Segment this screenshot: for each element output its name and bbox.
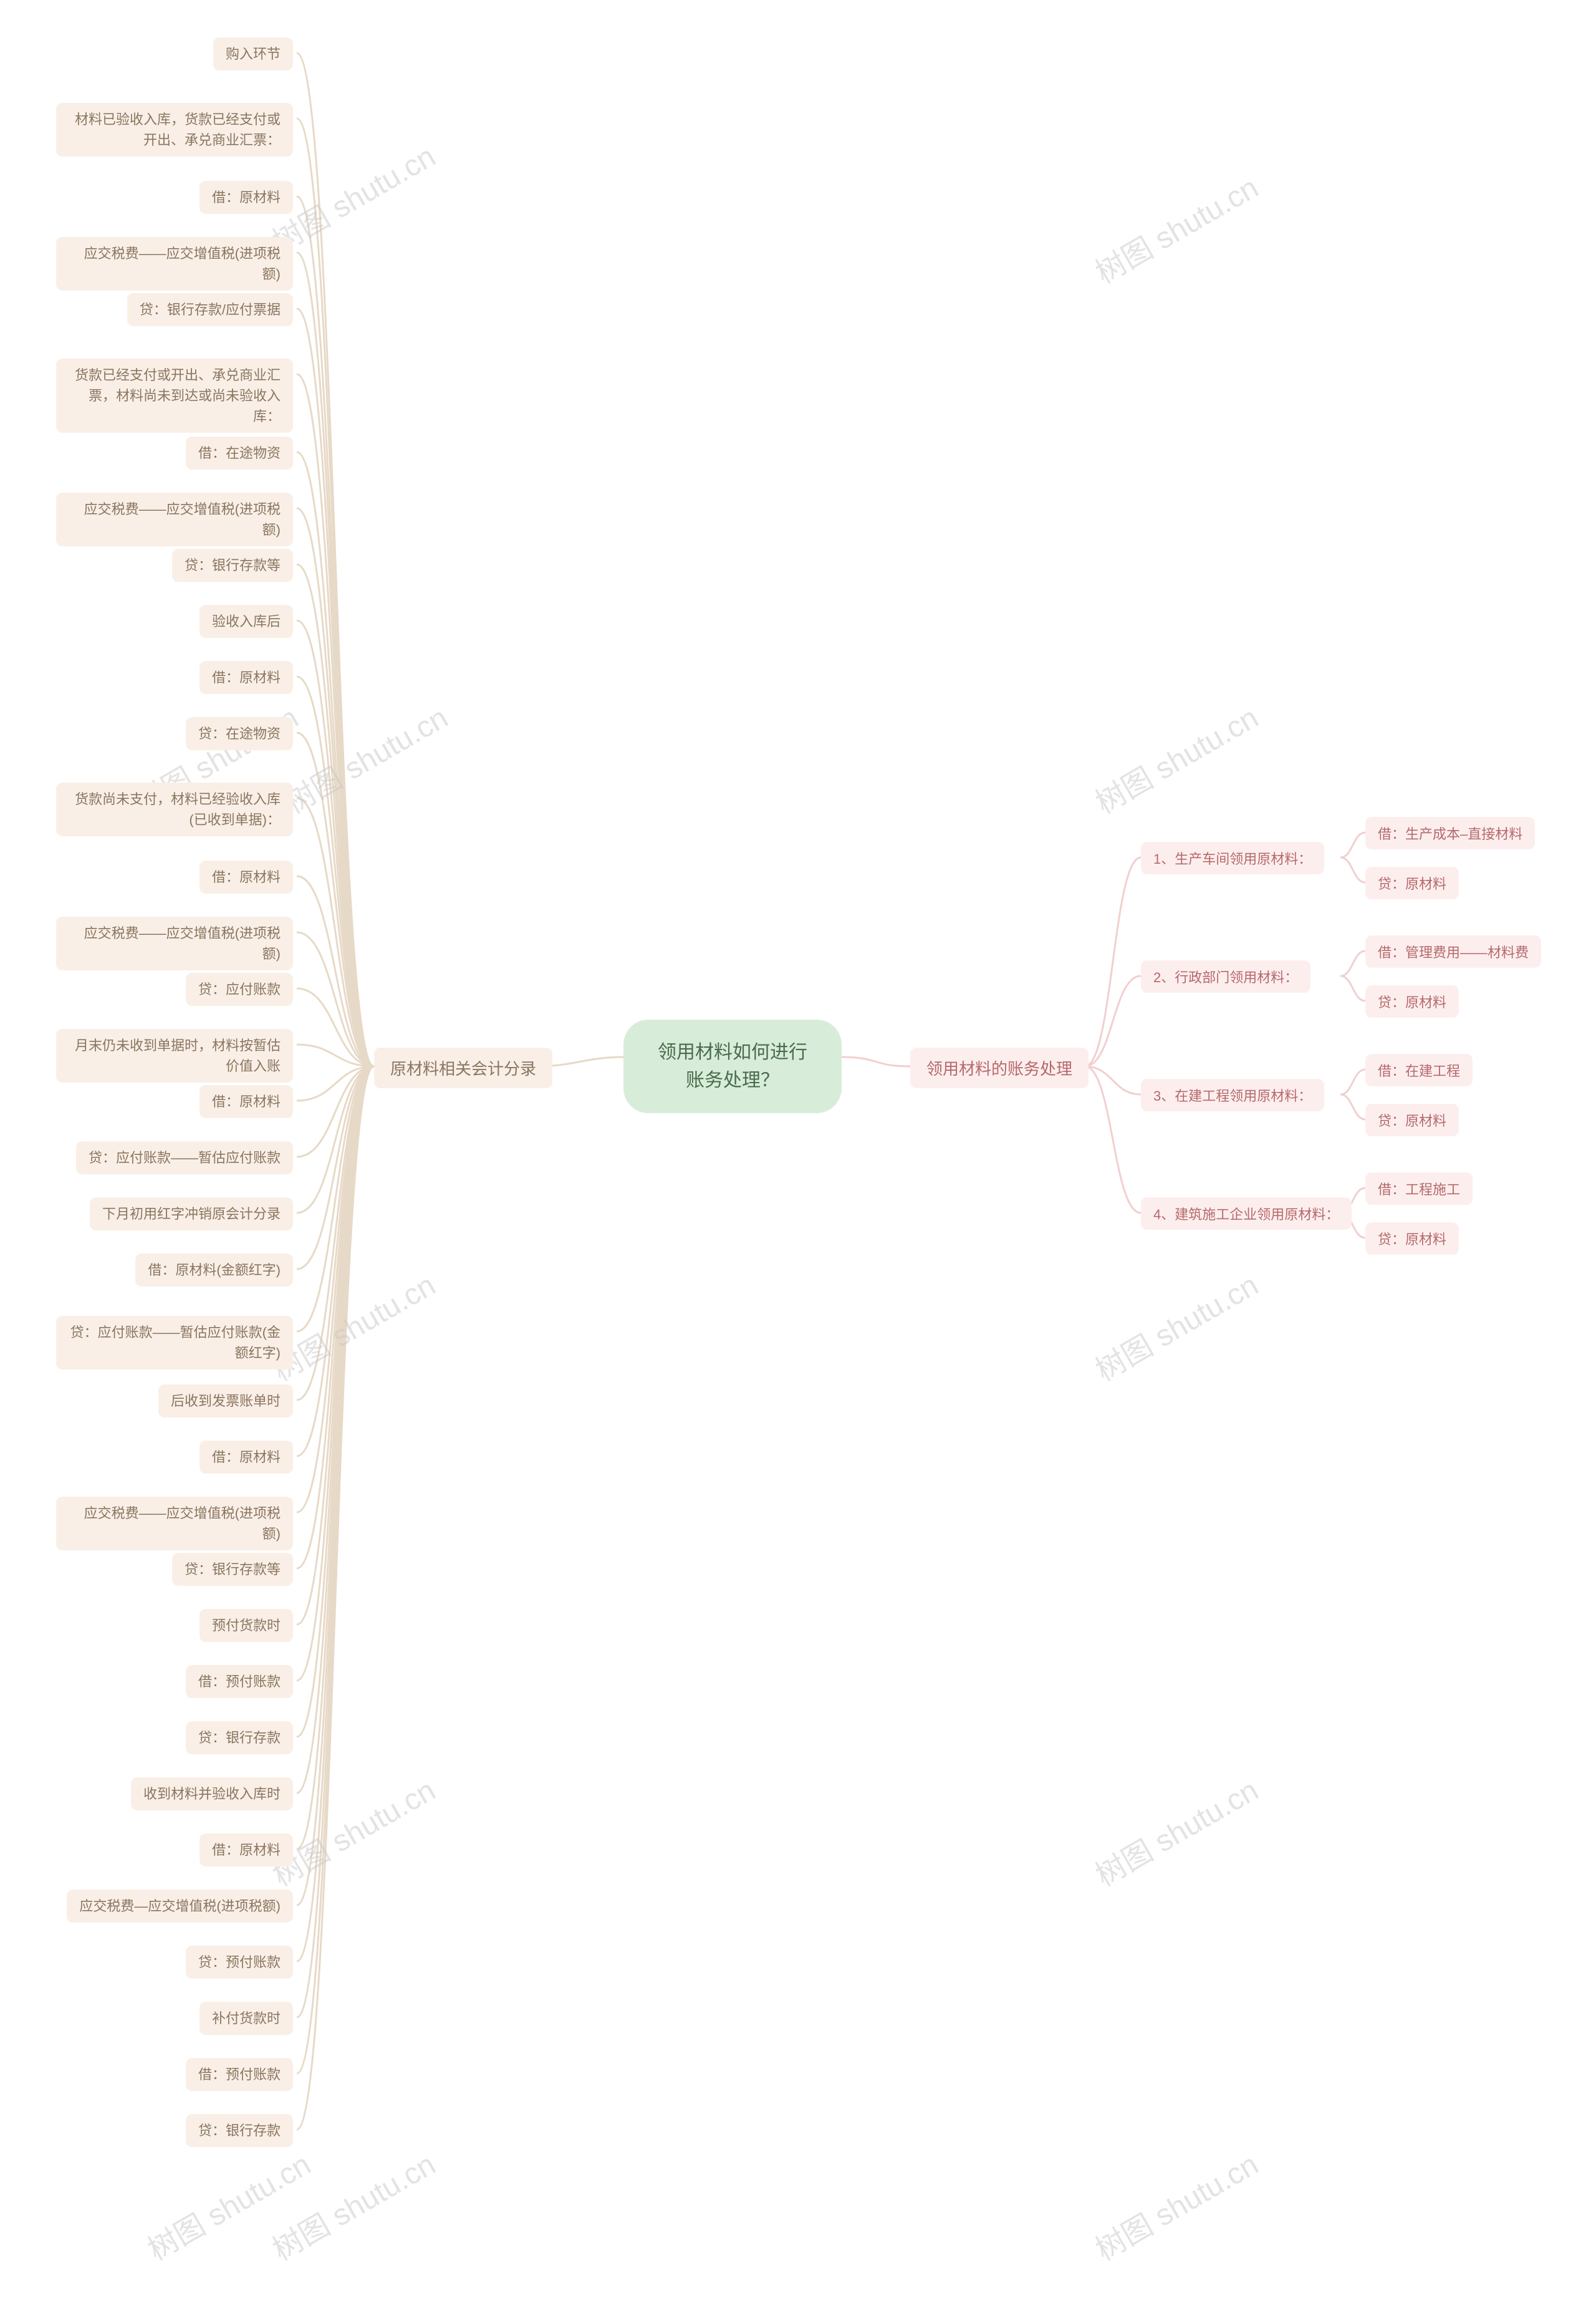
left-leaf: 收到材料并验收入库时 xyxy=(131,1777,293,1810)
right-leaf: 贷：原材料 xyxy=(1365,985,1459,1018)
right-leaf: 借：工程施工 xyxy=(1365,1172,1473,1205)
left-leaf: 验收入库后 xyxy=(200,605,293,638)
left-leaf: 月末仍未收到单据时，材料按暂估价值入账 xyxy=(56,1029,293,1083)
left-leaf: 贷：应付账款——暂估应付账款 xyxy=(76,1141,293,1174)
left-leaf: 贷：应付账款 xyxy=(186,973,293,1006)
left-leaf: 购入环节 xyxy=(213,37,293,70)
left-leaf: 借：原材料 xyxy=(200,1833,293,1866)
root-label: 领用材料如何进行账务处理？ xyxy=(651,1038,814,1094)
left-leaf: 补付货款时 xyxy=(200,2002,293,2035)
left-leaf: 应交税费—应交增值税(进项税额) xyxy=(67,1890,293,1923)
left-leaf: 贷：银行存款 xyxy=(186,1721,293,1754)
watermark-text: 树图 shutu.cn xyxy=(1086,163,1265,292)
right-leaf: 借：在建工程 xyxy=(1365,1054,1473,1086)
left-leaf: 货款已经支付或开出、承兑商业汇票，材料尚未到达或尚未验收入库： xyxy=(56,359,293,433)
left-leaf: 贷：银行存款等 xyxy=(172,549,293,582)
watermark-text: 树图 shutu.cn xyxy=(263,2140,442,2269)
left-leaf: 借：原材料 xyxy=(200,861,293,894)
left-leaf: 借：预付账款 xyxy=(186,1665,293,1698)
watermark-text: 树图 shutu.cn xyxy=(138,2140,317,2269)
left-leaf: 借：在途物资 xyxy=(186,437,293,470)
left-leaf: 贷：在途物资 xyxy=(186,717,293,750)
left-leaf: 货款尚未支付，材料已经验收入库(已收到单据)： xyxy=(56,783,293,836)
right-leaf: 贷：原材料 xyxy=(1365,1222,1459,1255)
left-leaf: 借：预付账款 xyxy=(186,2058,293,2091)
right-child: 4、建筑施工企业领用原材料： xyxy=(1141,1197,1352,1230)
left-leaf: 贷：银行存款等 xyxy=(172,1553,293,1586)
left-leaf: 借：原材料 xyxy=(200,181,293,214)
left-leaf: 下月初用红字冲销原会计分录 xyxy=(90,1197,293,1230)
right-child: 3、在建工程领用原材料： xyxy=(1141,1079,1324,1111)
mindmap-canvas: 树图 shutu.cn树图 shutu.cn树图 shutu.cn树图 shut… xyxy=(0,0,1596,2308)
left-leaf: 贷：预付账款 xyxy=(186,1946,293,1979)
left-leaf: 贷：银行存款 xyxy=(186,2114,293,2147)
left-leaf: 应交税费——应交增值税(进项税额) xyxy=(56,917,293,970)
left-leaf: 应交税费——应交增值税(进项税额) xyxy=(56,237,293,291)
right-leaf: 贷：原材料 xyxy=(1365,1104,1459,1136)
left-leaf: 预付货款时 xyxy=(200,1609,293,1642)
watermark-text: 树图 shutu.cn xyxy=(1086,1261,1265,1389)
left-leaf: 应交税费——应交增值税(进项税额) xyxy=(56,493,293,546)
right-child: 1、生产车间领用原材料： xyxy=(1141,842,1324,874)
left-leaf: 贷：应付账款——暂估应付账款(金额红字) xyxy=(56,1316,293,1369)
left-leaf: 应交税费——应交增值税(进项税额) xyxy=(56,1497,293,1550)
watermark-text: 树图 shutu.cn xyxy=(276,693,454,822)
left-leaf: 材料已验收入库，货款已经支付或开出、承兑商业汇票： xyxy=(56,103,293,157)
branch-right-label: 领用材料的账务处理 xyxy=(926,1056,1072,1079)
watermark-text: 树图 shutu.cn xyxy=(1086,693,1265,822)
branch-left: 原材料相关会计分录 xyxy=(374,1048,552,1088)
left-leaf: 借：原材料(金额红字) xyxy=(135,1253,293,1287)
right-child: 2、行政部门领用材料： xyxy=(1141,960,1310,993)
branch-right: 领用材料的账务处理 xyxy=(910,1048,1089,1088)
right-leaf: 借：管理费用——材料费 xyxy=(1365,935,1541,968)
watermark-text: 树图 shutu.cn xyxy=(1086,1766,1265,1895)
left-leaf: 借：原材料 xyxy=(200,1085,293,1118)
root-node: 领用材料如何进行账务处理？ xyxy=(623,1020,842,1113)
branch-left-label: 原材料相关会计分录 xyxy=(390,1056,536,1079)
right-leaf: 贷：原材料 xyxy=(1365,867,1459,899)
left-leaf: 借：原材料 xyxy=(200,661,293,694)
left-leaf: 借：原材料 xyxy=(200,1441,293,1474)
right-leaf: 借：生产成本–直接材料 xyxy=(1365,817,1535,849)
left-leaf: 贷：银行存款/应付票据 xyxy=(127,293,293,326)
watermark-text: 树图 shutu.cn xyxy=(1086,2140,1265,2269)
left-leaf: 后收到发票账单时 xyxy=(158,1384,293,1417)
